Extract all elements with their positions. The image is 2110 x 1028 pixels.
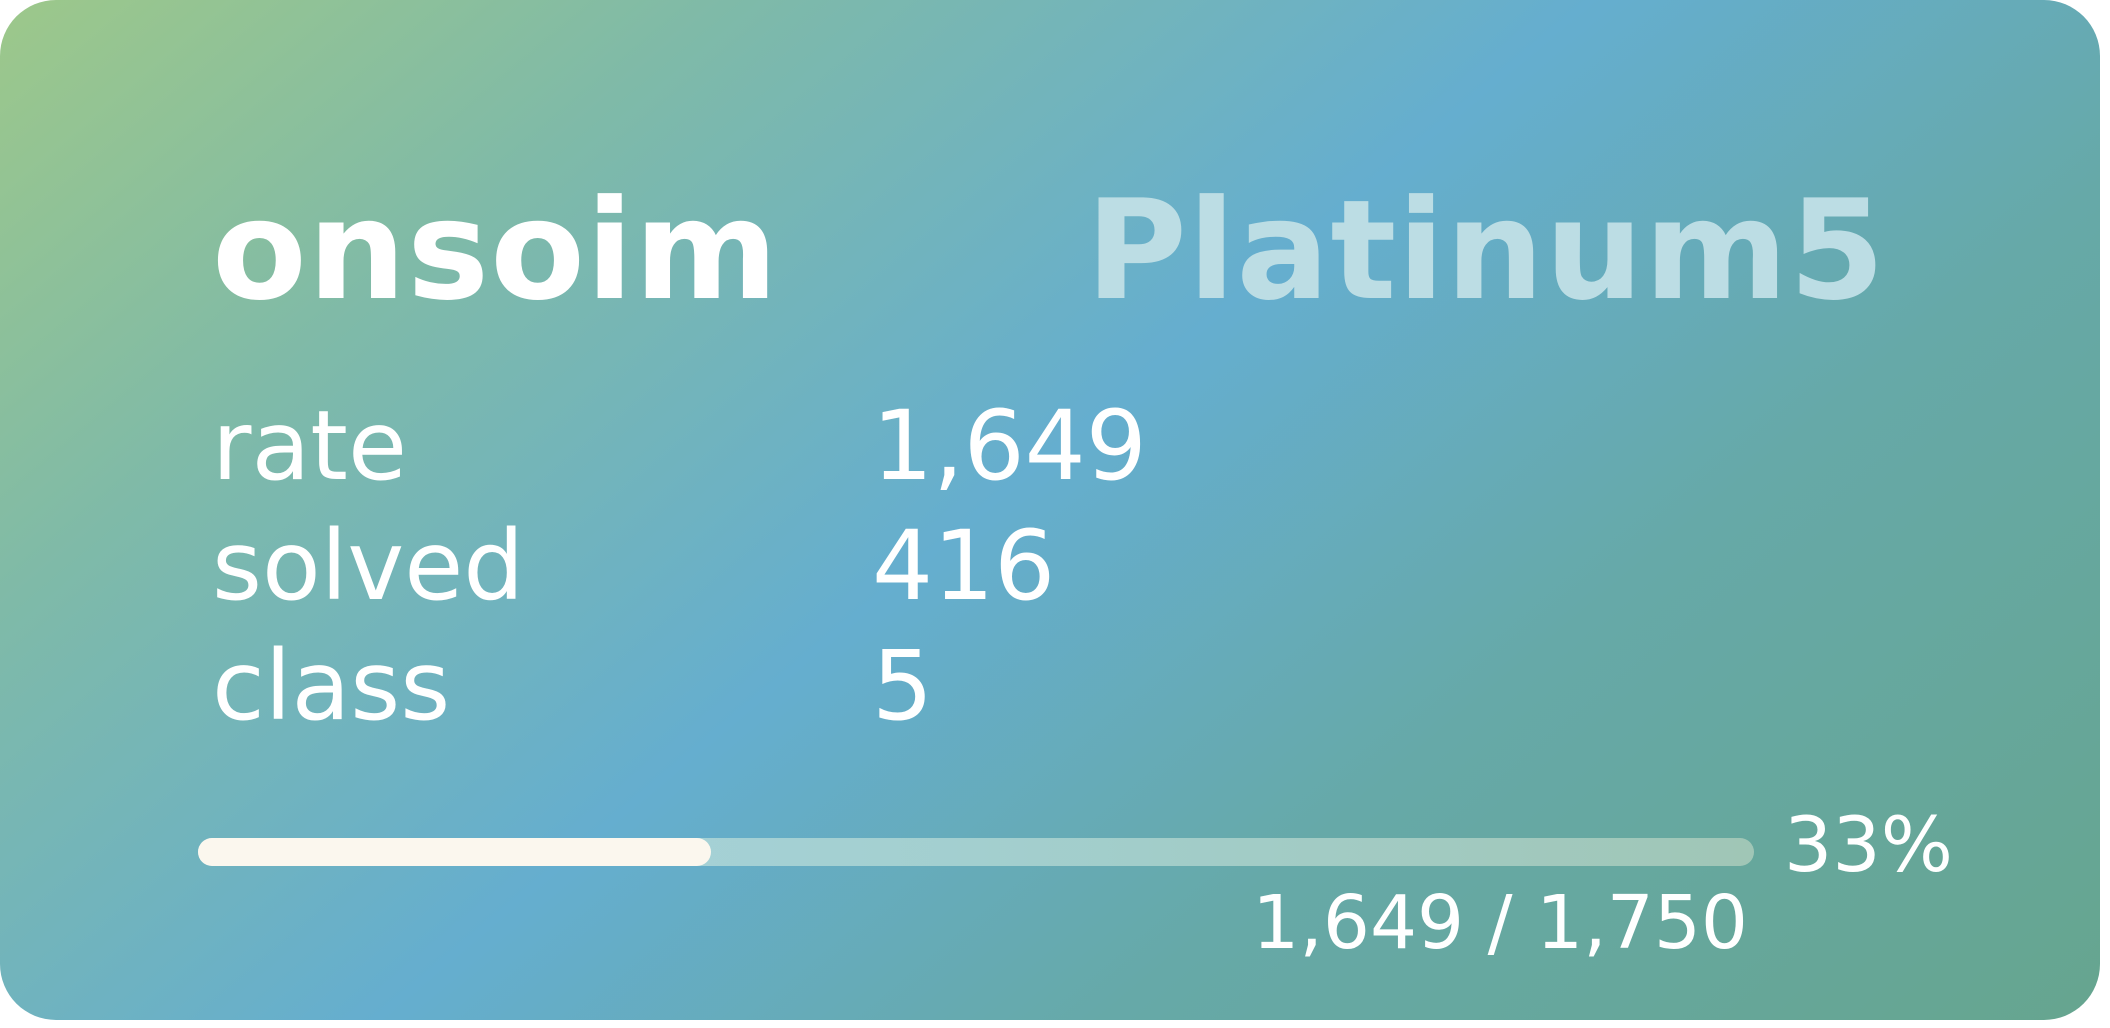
progress-bar-fill (198, 838, 712, 866)
progress-current: 1,649 (1252, 880, 1465, 966)
stat-value-class: 5 (872, 630, 934, 742)
progress-bar-track (198, 838, 1754, 866)
progress-separator: / (1487, 880, 1513, 966)
stat-label-rate: rate (212, 390, 407, 502)
stat-label-solved: solved (212, 510, 525, 622)
stat-value-rate: 1,649 (872, 390, 1147, 502)
progress-target: 1,750 (1536, 880, 1748, 966)
progress-percent: 33% (1784, 800, 1953, 889)
progress-text: 1,649 / 1,750 (1252, 880, 1748, 966)
stat-label-class: class (212, 630, 451, 742)
user-handle: onsoim (212, 170, 780, 331)
stat-value-solved: 416 (872, 510, 1056, 622)
tier-badge: Platinum5 (1085, 170, 1886, 331)
